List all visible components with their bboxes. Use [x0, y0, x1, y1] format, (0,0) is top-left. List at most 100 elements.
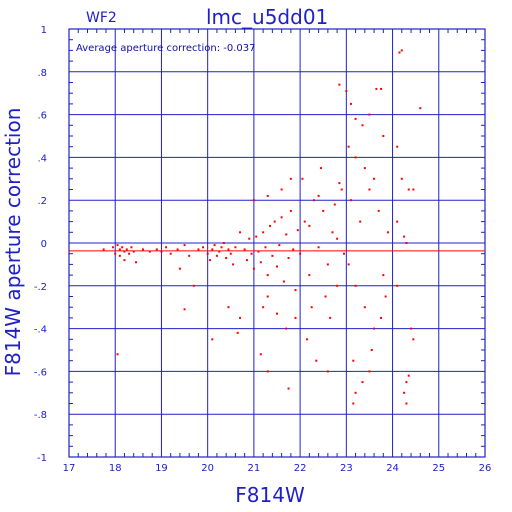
data-point	[234, 246, 237, 249]
data-point	[257, 250, 260, 253]
data-point	[354, 156, 357, 159]
data-point	[266, 194, 269, 197]
data-point	[188, 254, 191, 257]
data-point	[248, 237, 251, 240]
y-tick-labels: -1 -.8 -.6 -.4 -.2 0 .2 .4 .6 .8 1	[34, 25, 47, 464]
x-tick-label: 24	[386, 463, 399, 474]
data-point	[262, 231, 265, 234]
data-point	[368, 188, 371, 191]
y-tick-label: 0	[41, 239, 47, 250]
data-point	[396, 284, 399, 287]
data-point	[276, 265, 278, 268]
x-tick-label: 25	[432, 463, 445, 474]
y-tick-label: -.4	[34, 325, 47, 336]
x-tick-label: 22	[294, 463, 307, 474]
x-tick-label: 19	[155, 463, 168, 474]
data-point	[292, 248, 295, 251]
data-point	[123, 250, 126, 253]
data-point	[183, 244, 186, 247]
data-point	[178, 267, 181, 270]
data-point	[264, 246, 267, 249]
data-point	[130, 246, 133, 249]
data-point	[116, 244, 119, 247]
data-point	[324, 295, 327, 298]
data-point	[160, 250, 163, 253]
data-point	[266, 370, 269, 373]
data-point	[289, 209, 292, 212]
x-tick-label: 17	[63, 463, 76, 474]
data-point	[114, 252, 117, 255]
data-point	[410, 327, 413, 330]
data-point	[276, 312, 278, 315]
data-point	[326, 263, 329, 266]
data-point	[400, 177, 403, 180]
data-point	[400, 49, 403, 52]
data-point	[382, 274, 385, 277]
data-point	[125, 248, 128, 251]
y-tick-label: .4	[37, 153, 47, 164]
data-point	[296, 229, 299, 232]
data-point	[269, 224, 272, 227]
data-point	[206, 252, 209, 255]
data-point	[255, 235, 258, 238]
reference-lines	[69, 242, 485, 252]
data-point	[118, 254, 121, 257]
data-point	[111, 246, 114, 249]
data-point	[259, 353, 262, 356]
data-point	[380, 87, 382, 90]
data-point	[322, 209, 325, 212]
data-point	[403, 391, 406, 394]
data-point	[301, 177, 304, 180]
data-point	[419, 107, 422, 110]
data-point	[352, 402, 355, 405]
data-point	[266, 295, 269, 298]
data-point	[135, 261, 138, 264]
data-point	[396, 145, 399, 148]
data-point	[349, 102, 352, 105]
data-point	[405, 402, 408, 405]
data-points	[102, 49, 422, 405]
data-point	[361, 124, 364, 127]
data-point	[222, 242, 225, 244]
data-point	[398, 51, 401, 54]
data-point	[363, 167, 366, 170]
data-point	[354, 391, 357, 394]
data-point	[278, 244, 281, 247]
data-point	[213, 244, 216, 247]
x-tick-label: 26	[479, 463, 492, 474]
data-point	[236, 331, 239, 334]
data-point	[262, 306, 265, 309]
data-point	[192, 284, 195, 287]
x-tick-label: 18	[109, 463, 122, 474]
tick-marks	[69, 29, 485, 457]
data-point	[312, 199, 315, 202]
y-tick-label: 1	[41, 25, 47, 36]
y-tick-label: .2	[37, 196, 47, 207]
data-point	[165, 246, 168, 249]
data-point	[373, 177, 376, 180]
data-point	[218, 250, 221, 253]
data-point	[347, 145, 350, 148]
data-point	[368, 113, 371, 116]
data-point	[294, 316, 297, 319]
data-point	[282, 280, 285, 283]
panel-label: WF2	[86, 10, 117, 26]
data-point	[287, 387, 290, 390]
data-point	[245, 259, 248, 262]
data-point	[289, 177, 292, 180]
data-point	[352, 359, 355, 362]
data-point	[141, 248, 144, 251]
data-point	[349, 199, 352, 202]
data-point	[116, 353, 119, 356]
data-point	[368, 370, 371, 373]
x-tick-labels: 17 18 19 20 21 22 23 24 25 26	[63, 463, 492, 474]
data-point	[412, 188, 415, 191]
y-tick-label: -.6	[34, 367, 47, 378]
data-point	[343, 252, 346, 255]
data-point	[239, 316, 242, 319]
data-point	[306, 338, 309, 341]
data-point	[403, 235, 406, 238]
data-point	[243, 248, 246, 251]
data-point	[361, 381, 364, 384]
